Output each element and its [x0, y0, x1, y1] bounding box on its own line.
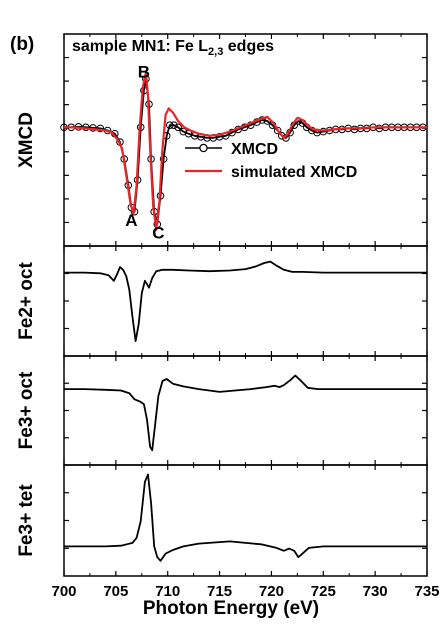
legend-text: XMCD — [231, 141, 278, 158]
data-point — [159, 155, 168, 163]
panel-frame — [63, 464, 428, 577]
series-line — [64, 71, 427, 231]
series-line — [64, 473, 427, 562]
data-point — [179, 127, 188, 136]
panel-frame — [63, 355, 428, 466]
legend-marker-xmcd — [199, 143, 208, 153]
data-point — [174, 123, 182, 132]
x-tick-label: 715 — [207, 583, 232, 600]
peak-label: A — [125, 211, 137, 230]
x-tick-label: 730 — [363, 583, 388, 600]
plot-layer: XMCD A B C XMCD simulated XMCD Fe2+ oct Fe3+ oc… — [16, 33, 440, 600]
chart-title-subscript: 2,3 — [208, 46, 223, 58]
x-tick-label: 705 — [103, 583, 128, 600]
panel-label: (b) — [10, 34, 34, 55]
data-point — [96, 124, 105, 133]
x-tick-label: 735 — [414, 583, 439, 600]
x-tick-label: 700 — [51, 583, 76, 600]
x-tick-label: 710 — [155, 583, 180, 600]
data-point — [170, 121, 178, 129]
chart-title-main: sample MN1: Fe L — [72, 38, 208, 55]
y-axis-label: Fe3+ oct — [16, 371, 37, 449]
data-point — [166, 121, 174, 129]
y-axis-label: Fe3+ tet — [16, 484, 37, 557]
x-tick-label: 720 — [259, 583, 284, 600]
y-axis-label: XMCD — [16, 112, 37, 168]
series-line — [64, 260, 427, 343]
series-line — [64, 374, 427, 452]
x-axis-label: Photon Energy (eV) — [143, 598, 319, 619]
y-axis-label: Fe2+ oct — [16, 262, 37, 340]
chart-title-suffix: edges — [223, 38, 274, 55]
peak-label: B — [138, 62, 150, 81]
legend-text: simulated XMCD — [231, 164, 357, 181]
chart-title: sample MN1: Fe L2,3 edges — [72, 38, 274, 58]
panel-frame — [63, 245, 428, 357]
peak-label: C — [152, 224, 164, 243]
x-tick-label: 725 — [311, 583, 336, 600]
data-point — [273, 126, 282, 135]
